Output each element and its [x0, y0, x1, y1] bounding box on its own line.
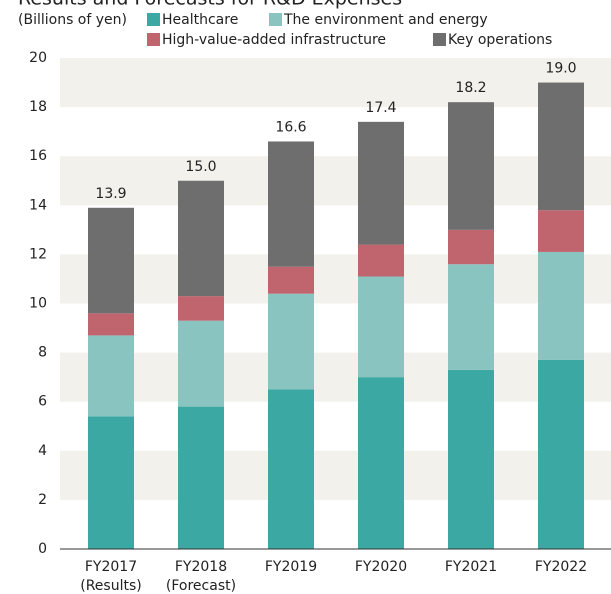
- bar-segment: [88, 207, 134, 314]
- bar-segment: [448, 229, 494, 265]
- legend-swatch: [269, 13, 282, 26]
- y-tick-label: 14: [29, 197, 47, 213]
- bar-segment: [448, 264, 494, 370]
- bar-segment: [358, 121, 404, 245]
- bar-segment: [88, 416, 134, 549]
- bar-segment: [88, 313, 134, 336]
- bar-segment: [538, 251, 584, 360]
- x-tick-label: FY2021: [445, 559, 497, 575]
- y-tick-label: 10: [29, 296, 47, 312]
- legend-label: The environment and energy: [283, 12, 488, 28]
- y-tick-label: 18: [29, 99, 47, 115]
- x-tick-note: (Results): [80, 578, 141, 594]
- x-tick-note: (Forecast): [166, 578, 236, 594]
- y-tick-label: 20: [29, 50, 47, 66]
- legend-label: Healthcare: [162, 12, 238, 28]
- bar-segment: [358, 276, 404, 378]
- x-tick-label: FY2020: [355, 559, 407, 575]
- grid-band: [60, 450, 611, 500]
- bar-segment: [538, 82, 584, 211]
- y-tick-label: 12: [29, 246, 47, 262]
- bar-segment: [538, 210, 584, 252]
- total-label: 18.2: [455, 80, 486, 96]
- total-label: 19.0: [545, 61, 576, 77]
- y-tick-label: 4: [38, 443, 47, 459]
- x-tick-label: FY2022: [535, 559, 587, 575]
- bar-segment: [88, 335, 134, 417]
- total-label: 17.4: [365, 100, 396, 116]
- bar-segment: [448, 102, 494, 230]
- bar-segment: [448, 369, 494, 549]
- legend-swatch: [147, 33, 160, 46]
- bar-segment: [538, 359, 584, 549]
- bar-segment: [178, 180, 224, 297]
- y-tick-label: 0: [38, 541, 47, 557]
- bar-segment: [268, 266, 314, 294]
- total-label: 15.0: [185, 159, 216, 175]
- grid-band: [60, 352, 611, 402]
- y-tick-label: 6: [38, 394, 47, 410]
- grid-band: [60, 156, 611, 206]
- grid-band: [60, 254, 611, 304]
- chart-title: Results and Forecasts for R&D Expenses: [18, 0, 402, 10]
- grid-band: [60, 58, 611, 108]
- bar-segment: [178, 296, 224, 321]
- y-tick-label: 8: [38, 345, 47, 361]
- bar-segment: [178, 406, 224, 549]
- x-tick-label: FY2019: [265, 559, 317, 575]
- bar-segment: [268, 141, 314, 267]
- total-label: 13.9: [95, 186, 126, 202]
- bar-segment: [358, 244, 404, 277]
- y-tick-label: 16: [29, 148, 47, 164]
- bar-segment: [178, 320, 224, 407]
- y-axis-label: (Billions of yen): [18, 12, 127, 28]
- bar-segment: [268, 389, 314, 549]
- legend-label: Key operations: [448, 32, 552, 48]
- bar-segment: [268, 293, 314, 390]
- total-label: 16.6: [275, 119, 306, 135]
- legend-swatch: [433, 33, 446, 46]
- x-tick-label: FY2018: [175, 559, 227, 575]
- bar-segment: [358, 377, 404, 549]
- legend-swatch: [147, 13, 160, 26]
- x-tick-label: FY2017: [85, 559, 137, 575]
- legend-label: High-value-added infrastructure: [162, 32, 386, 48]
- y-tick-label: 2: [38, 492, 47, 508]
